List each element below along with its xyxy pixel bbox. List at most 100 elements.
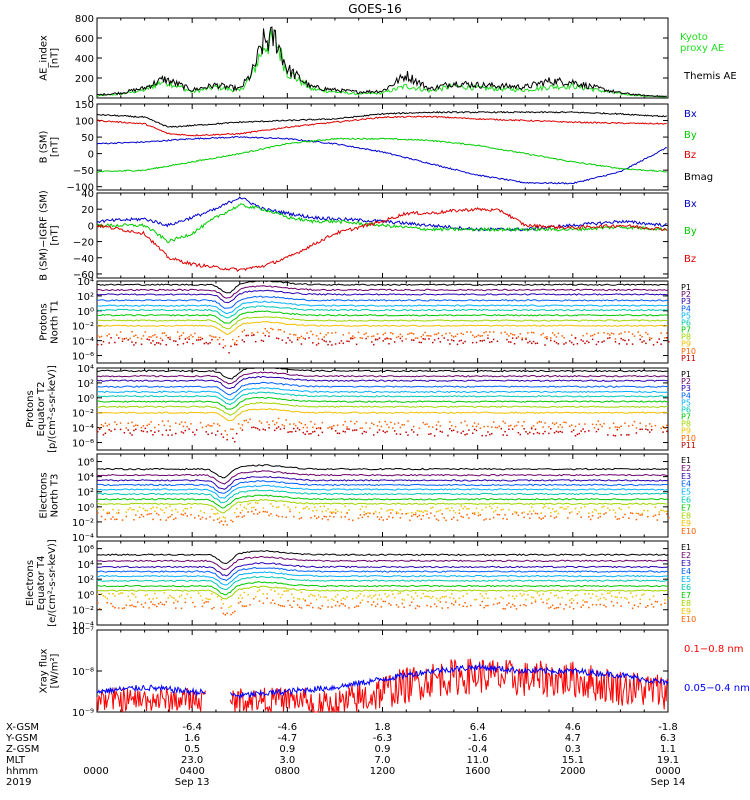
series-point — [98, 427, 101, 430]
series-point — [102, 595, 105, 597]
series-point — [140, 343, 143, 346]
series-point — [106, 334, 109, 337]
series-point — [281, 339, 284, 341]
series-point — [146, 431, 148, 433]
series-point — [441, 334, 444, 337]
series-point — [591, 593, 594, 595]
y-tick-label: 600 — [75, 34, 94, 45]
series-point — [660, 509, 662, 511]
series-point — [235, 339, 238, 342]
series-point — [112, 593, 114, 595]
series-point — [243, 420, 246, 422]
series-point — [521, 425, 523, 427]
series-point — [371, 422, 373, 424]
series-point — [133, 593, 135, 596]
series-point — [407, 512, 409, 514]
y-tick-label: 150 — [75, 100, 94, 111]
series-point — [184, 338, 187, 340]
series-point — [165, 429, 168, 432]
series-point — [447, 434, 449, 437]
series-point — [283, 504, 286, 506]
series-point — [213, 512, 215, 515]
series-point — [262, 593, 265, 595]
series-point — [614, 426, 617, 428]
series-point — [222, 524, 225, 526]
series-point — [319, 607, 322, 610]
ephem-cell: 1200 — [370, 766, 395, 777]
series-point — [249, 604, 251, 606]
series-point — [154, 431, 156, 433]
series-point — [435, 428, 438, 431]
series-point — [342, 342, 345, 345]
series-point — [620, 332, 622, 335]
y-tick-label: 10⁰ — [77, 590, 94, 601]
series-point — [614, 596, 617, 598]
series-point — [496, 426, 499, 429]
series-point — [563, 343, 565, 345]
series-point — [254, 595, 257, 598]
series-point — [119, 428, 122, 431]
series-point — [127, 595, 129, 598]
series-point — [407, 420, 409, 422]
legend-themis-ae: Themis AE — [683, 71, 737, 82]
series-point — [298, 429, 301, 431]
series-point — [605, 512, 607, 514]
series-point — [348, 340, 350, 343]
legend-proxy-ae: proxy AE — [680, 43, 724, 54]
series-point — [616, 428, 619, 431]
y-axis-label: Electrons — [39, 472, 50, 518]
series-point — [521, 338, 523, 341]
series-point — [460, 332, 463, 335]
series-point — [485, 593, 487, 595]
series-point — [643, 340, 645, 342]
series-point — [650, 337, 653, 340]
series-point — [258, 429, 261, 431]
panel-frame — [96, 540, 669, 626]
series-point — [296, 604, 299, 606]
series-point — [352, 597, 354, 600]
series-point — [608, 337, 611, 339]
series-point — [416, 605, 419, 607]
series-point — [386, 518, 388, 521]
series-point — [540, 334, 542, 336]
series-point — [157, 342, 160, 344]
series-point — [325, 516, 327, 518]
series-point — [357, 331, 360, 334]
series-point — [285, 590, 287, 592]
series-point — [186, 593, 188, 596]
series-point — [380, 606, 383, 608]
series-point — [175, 508, 177, 511]
series-point — [346, 512, 348, 514]
series-point — [253, 513, 255, 515]
legend-p6: P6 — [681, 318, 691, 327]
series-point — [624, 513, 626, 516]
series-point — [567, 593, 569, 595]
series-point — [338, 342, 341, 344]
series-point — [647, 429, 649, 431]
series-point — [249, 418, 251, 421]
series-point — [551, 422, 554, 424]
legend-e4: E4 — [681, 480, 691, 489]
series-point — [232, 611, 234, 614]
series-point — [211, 335, 213, 338]
series-point — [180, 594, 183, 596]
series-point — [342, 424, 345, 426]
series-point — [428, 338, 430, 340]
series-point — [117, 337, 120, 339]
series-point — [582, 599, 584, 602]
legend-xray-long: 0.1−0.8 nm — [684, 644, 743, 655]
series-point — [289, 423, 291, 425]
series-point — [251, 334, 253, 337]
series-point — [199, 421, 202, 424]
series-point — [287, 506, 289, 509]
series-point — [666, 332, 668, 334]
series-point — [563, 336, 565, 339]
series-line-p7 — [96, 310, 669, 324]
legend-p2: P2 — [681, 290, 691, 299]
series-point — [140, 603, 143, 606]
series-point — [304, 338, 306, 340]
series-point — [129, 599, 131, 601]
series-point — [283, 605, 286, 608]
series-point — [487, 597, 489, 599]
series-point — [563, 608, 565, 610]
